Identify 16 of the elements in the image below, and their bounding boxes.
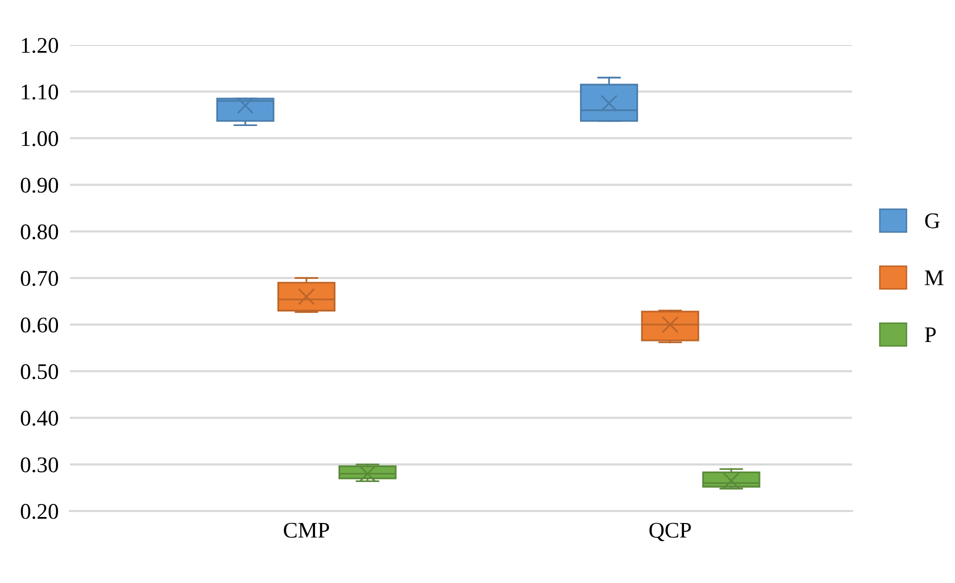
- y-tick-label: 1.00: [22, 131, 58, 146]
- y-tick-label: 1.20: [22, 38, 58, 54]
- x-tick-label: QCP: [649, 522, 691, 542]
- y-tick-label: 0.70: [20, 270, 58, 286]
- legend-label: M: [924, 270, 944, 286]
- y-tick-label: 0.50: [20, 364, 58, 380]
- legend-label: G: [925, 213, 940, 228]
- y-tick-label: 0.40: [20, 410, 58, 426]
- y-tick-label: 0.90: [20, 178, 58, 193]
- y-tick-label: 0.60: [20, 318, 58, 333]
- x-tick-label: CMP: [284, 522, 329, 538]
- y-tick-label: 0.30: [20, 457, 58, 472]
- y-tick-label: 0.20: [20, 504, 58, 520]
- y-tick-label: 0.80: [20, 224, 58, 240]
- y-tick-label: 1.10: [22, 84, 58, 100]
- legend-label: P: [924, 327, 936, 342]
